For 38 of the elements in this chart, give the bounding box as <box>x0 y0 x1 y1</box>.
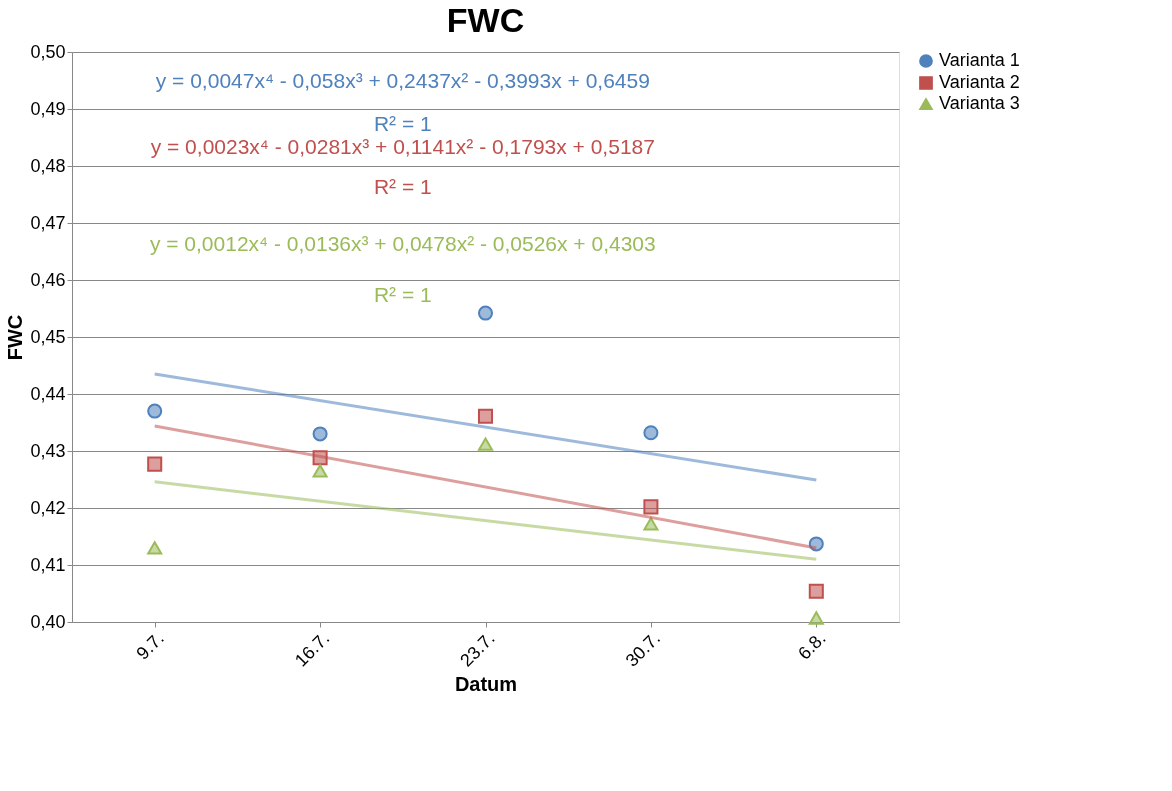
point <box>643 517 659 531</box>
point <box>312 426 328 442</box>
annotation: y = 0,0012x⁴ - 0,0136x³ + 0,0478x² - 0,0526x + 0,4303 <box>149 232 656 255</box>
annotation: y = 0,0023x⁴ - 0,0281x³ + 0,1141x² - 0,1793x + 0,5187 <box>150 135 655 158</box>
point <box>643 425 659 441</box>
legend-label: Varianta 1 <box>939 50 1020 70</box>
y-tick-label: 0,43 <box>30 440 66 461</box>
point <box>147 403 163 419</box>
x-axis-title: Datum <box>454 672 518 695</box>
chart-title: FWC <box>446 1 525 39</box>
legend-label: Varianta 3 <box>939 93 1020 113</box>
point <box>147 541 163 555</box>
y-tick-label: 0,45 <box>30 326 66 347</box>
y-tick-label: 0,49 <box>30 98 66 119</box>
point <box>808 611 824 625</box>
point <box>477 408 494 424</box>
point <box>477 305 494 321</box>
y-tick-label: 0,47 <box>30 212 66 233</box>
point <box>147 456 163 472</box>
x-tick-label: 6.8. <box>794 628 830 664</box>
y-tick-label: 0,44 <box>30 383 66 404</box>
annotation: R² = 1 <box>373 175 432 198</box>
y-tick-label: 0,41 <box>30 554 66 575</box>
point <box>312 464 328 478</box>
point <box>643 499 659 515</box>
annotation: R² = 1 <box>373 112 432 135</box>
legend-label: Varianta 2 <box>939 72 1020 92</box>
annotation: y = 0,0047x⁴ - 0,058x³ + 0,2437x² - 0,3993x + 0,6459 <box>155 69 650 92</box>
x-tick-label: 9.7. <box>132 628 168 664</box>
y-tick-label: 0,50 <box>30 41 66 62</box>
y-tick-label: 0,46 <box>30 269 66 290</box>
point <box>808 583 824 599</box>
y-tick-label: 0,48 <box>30 155 66 176</box>
y-tick-label: 0,42 <box>30 497 66 518</box>
point <box>477 437 494 451</box>
y-tick-label: 0,40 <box>30 611 66 632</box>
annotation: R² = 1 <box>373 283 432 306</box>
y-axis-title: FWC <box>4 314 27 361</box>
